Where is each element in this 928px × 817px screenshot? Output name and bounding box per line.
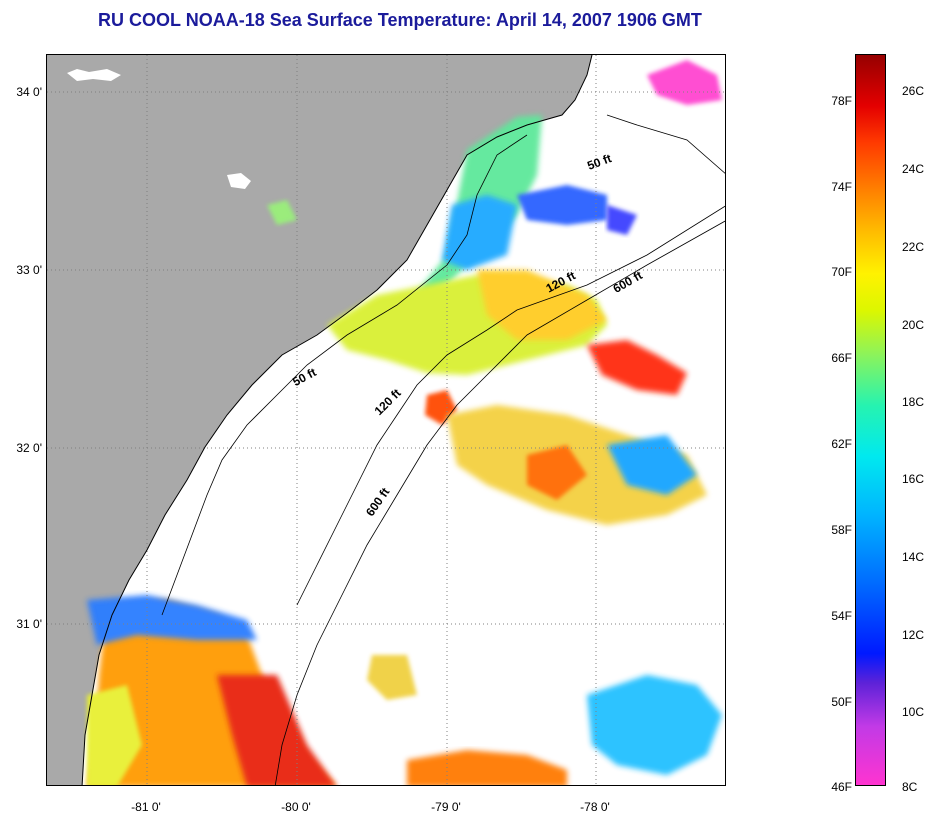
colorbar-f-label: 74F — [831, 180, 852, 194]
colorbar-c-label: 16C — [902, 472, 925, 486]
coastline — [81, 55, 593, 785]
lat-label: 32 0' — [16, 441, 42, 455]
land-mass — [47, 55, 592, 785]
grid — [47, 55, 725, 785]
colorbar-f-label: 54F — [831, 609, 852, 623]
colorbar-c-label: 8C — [902, 780, 918, 794]
lat-label: 33 0' — [16, 263, 42, 277]
contour-50ft — [161, 114, 725, 616]
colorbar-c-label: 12C — [902, 628, 925, 642]
colorbar-f-label: 66F — [831, 351, 852, 365]
colorbar-c-label: 26C — [902, 84, 925, 98]
lon-label: -81 0' — [131, 800, 161, 814]
lon-label: -78 0' — [580, 800, 610, 814]
colorbar-f-label: 50F — [831, 695, 852, 709]
colorbar-f-label: 78F — [831, 94, 852, 108]
temperature-colorbar — [855, 54, 886, 786]
colorbar-c-label: 24C — [902, 162, 925, 176]
contour-600ft — [274, 220, 725, 785]
colorbar-c-label: 14C — [902, 550, 925, 564]
colorbar-f-label: 58F — [831, 523, 852, 537]
colorbar-c-label: 20C — [902, 318, 925, 332]
lat-label: 31 0' — [16, 617, 42, 631]
contour-120ft — [296, 205, 725, 606]
colorbar-c-label: 10C — [902, 705, 925, 719]
colorbar-f-label: 70F — [831, 265, 852, 279]
lon-label: -80 0' — [281, 800, 311, 814]
lon-label: -79 0' — [431, 800, 461, 814]
map-canvas — [47, 55, 725, 785]
lat-label: 34 0' — [16, 85, 42, 99]
colorbar-f-label: 62F — [831, 437, 852, 451]
colorbar-f-label: 46F — [831, 780, 852, 794]
map-title: RU COOL NOAA-18 Sea Surface Temperature:… — [98, 10, 702, 30]
sst-overlay — [87, 60, 722, 785]
sst-map[interactable]: 50 ft 50 ft 120 ft 120 ft 600 ft 600 ft — [46, 54, 726, 786]
colorbar-c-label: 22C — [902, 240, 925, 254]
colorbar-c-label: 18C — [902, 395, 925, 409]
